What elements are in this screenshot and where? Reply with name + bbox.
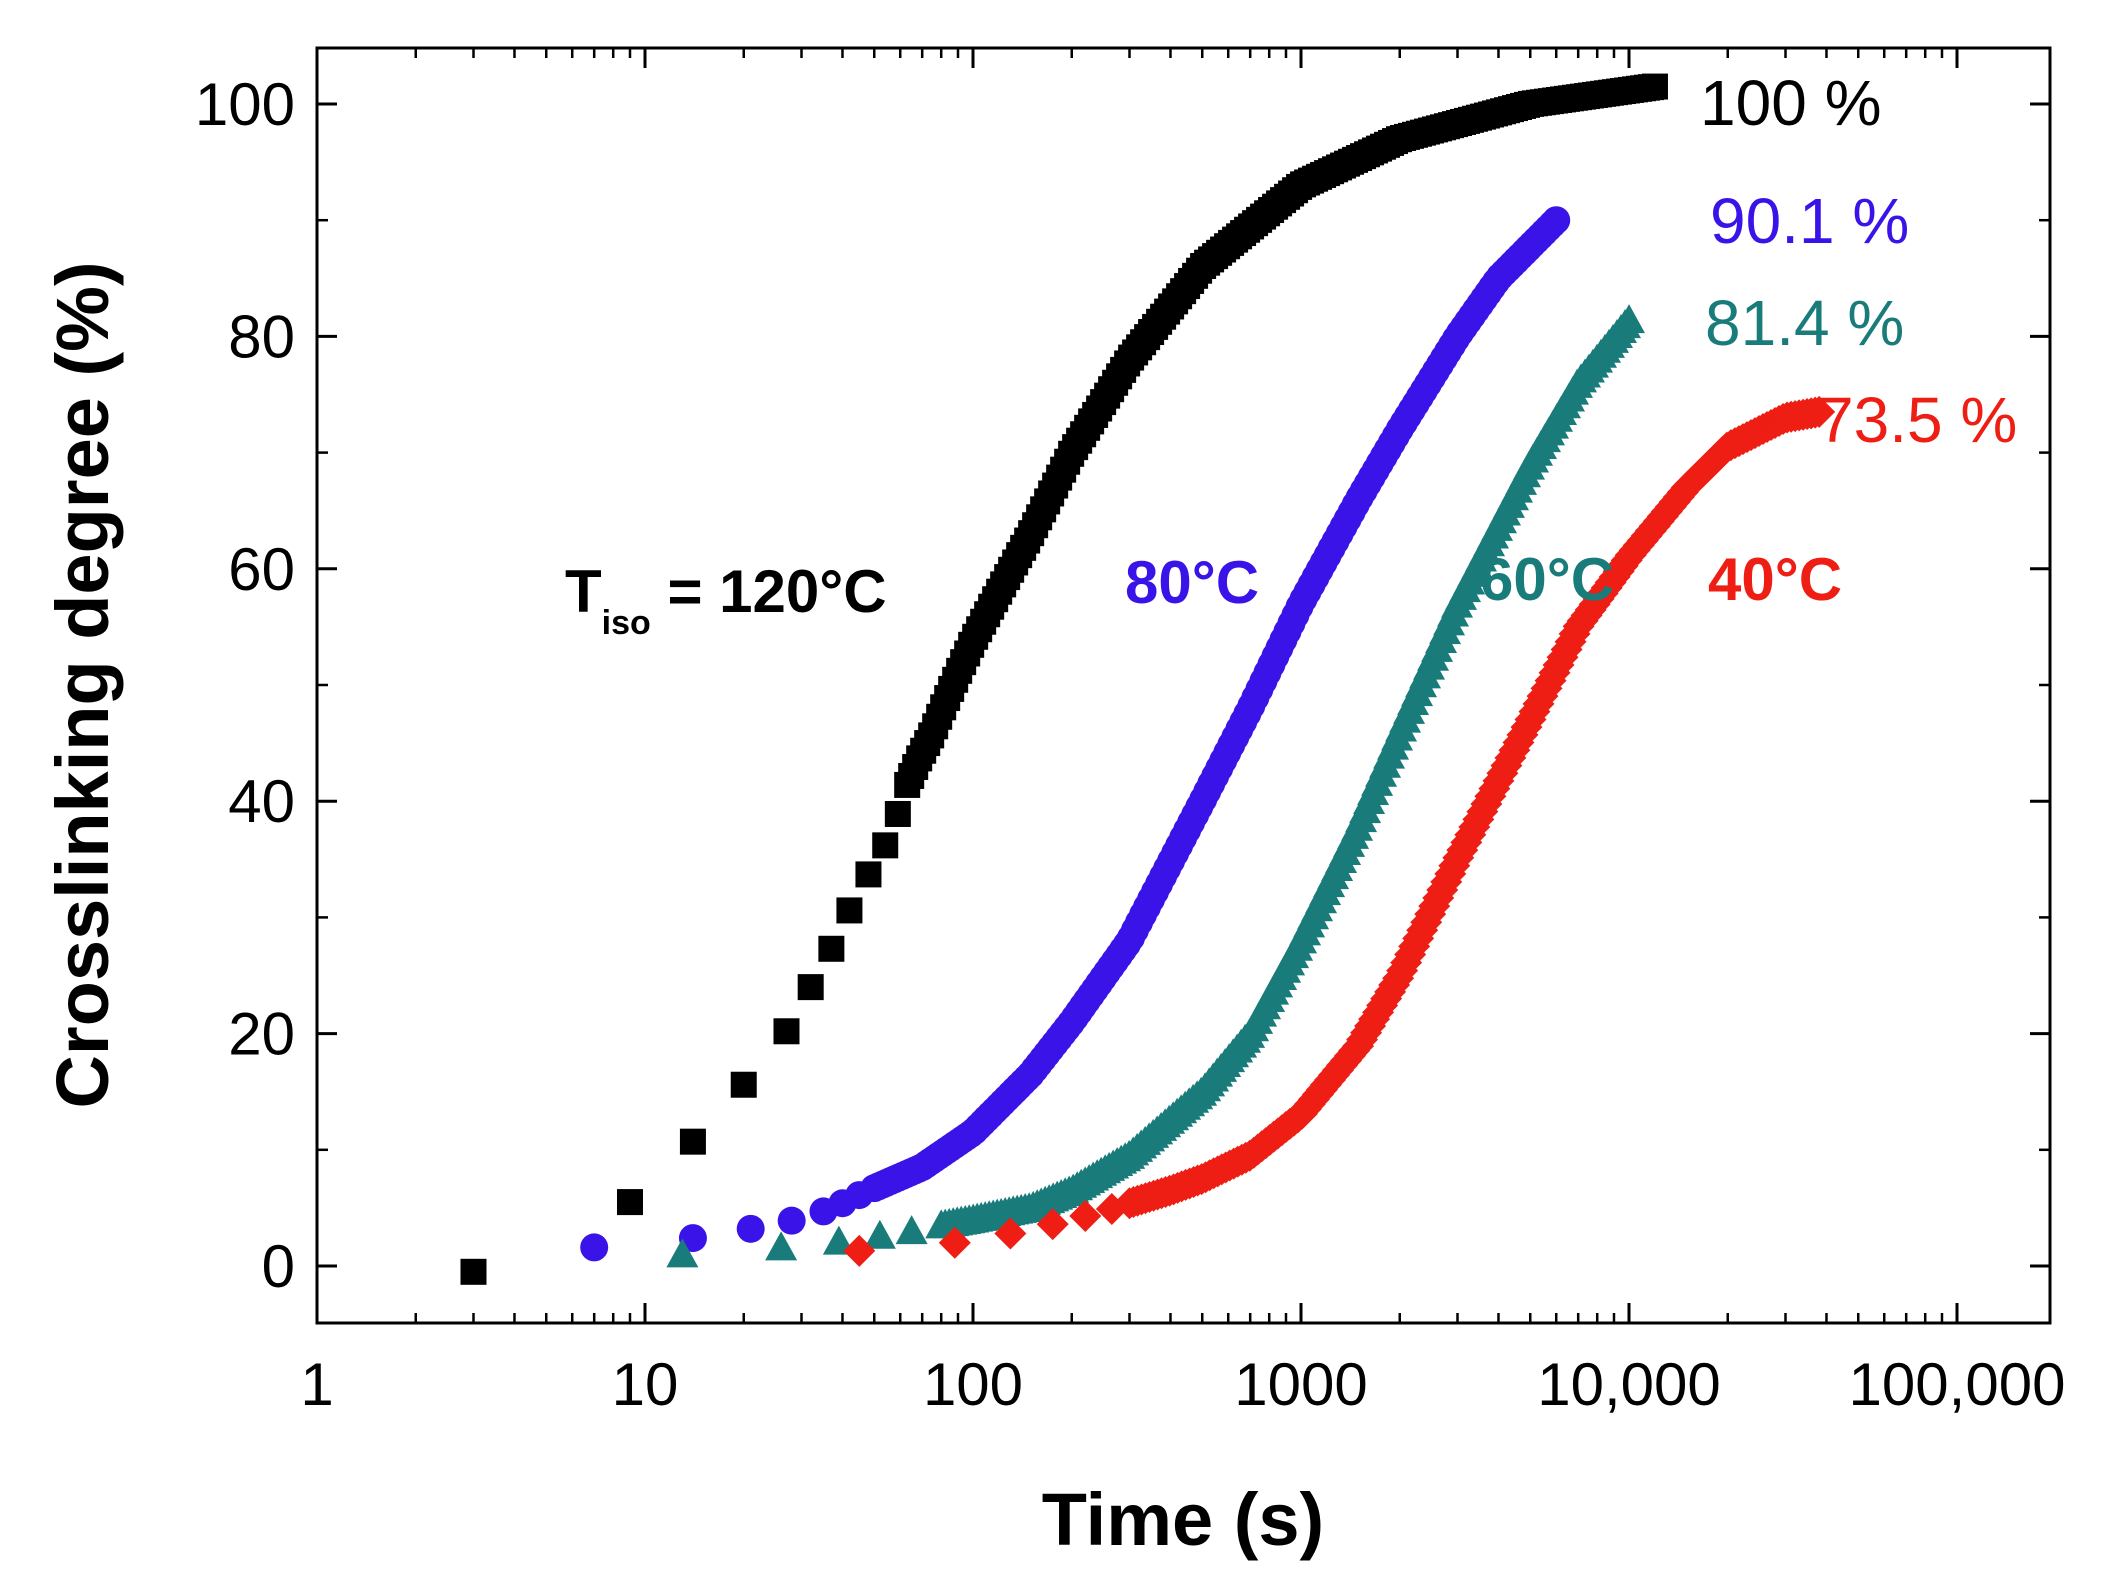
y-tick-label: 100 <box>195 71 295 138</box>
series-120c-point <box>872 832 899 859</box>
series-60c-point <box>1613 304 1645 334</box>
series-120c-point <box>730 1071 757 1098</box>
x-tick-label: 100 <box>923 1351 1023 1418</box>
y-tick-label: 80 <box>228 303 295 370</box>
x-tick-label: 10 <box>612 1351 679 1418</box>
series-60c-point <box>765 1231 798 1261</box>
series-label: 60°C <box>1480 546 1614 613</box>
y-tick-label: 40 <box>228 768 295 835</box>
y-axis-title: Crosslinking degree (%) <box>41 261 124 1108</box>
series-label-rest: = 120°C <box>651 558 887 625</box>
series-120c-point <box>836 897 863 924</box>
series-120c-point <box>797 974 824 1001</box>
y-tick-label: 20 <box>228 1001 295 1068</box>
series-40c-point <box>1036 1208 1069 1241</box>
series-120c-point <box>884 800 911 827</box>
x-tick-label: 1000 <box>1234 1351 1367 1418</box>
data-marks <box>460 73 1836 1285</box>
series-label: 80°C <box>1125 549 1259 616</box>
series-40c-point <box>994 1217 1027 1250</box>
final-value-label: 81.4 % <box>1705 287 1904 359</box>
final-value-label: 90.1 % <box>1710 185 1909 257</box>
x-tick-label: 1 <box>300 1351 333 1418</box>
series-60c-point <box>863 1219 896 1249</box>
series-80c-point <box>580 1233 609 1262</box>
series-120c-point <box>818 935 845 962</box>
series-40c-point <box>938 1226 971 1259</box>
series-60c-point <box>666 1238 699 1268</box>
series-120c-point <box>855 861 882 888</box>
series-label: 40°C <box>1708 546 1842 613</box>
x-tick-label: 100,000 <box>1849 1351 2066 1418</box>
series-120c-point <box>460 1258 487 1285</box>
series-80c-point <box>1542 206 1571 235</box>
series-120c-point <box>773 1018 800 1045</box>
series-40c-point <box>843 1234 876 1267</box>
series-120c-point <box>616 1189 643 1216</box>
series-120c-point <box>679 1128 706 1155</box>
y-tick-label: 60 <box>228 536 295 603</box>
series-120c-point <box>1641 73 1668 100</box>
tick-labels: 1 10 100 1000 10,000 100,000 0 20 40 60 80 100 <box>195 71 2066 1418</box>
final-value-label: 100 % <box>1700 67 1881 139</box>
series-80c-point <box>777 1206 806 1235</box>
axis-ticks <box>315 48 2050 1323</box>
final-value-label: 73.5 % <box>1818 384 2017 456</box>
series-60c-point <box>895 1215 928 1245</box>
y-tick-label: 0 <box>262 1233 295 1300</box>
series-label-subscript: iso <box>602 604 651 642</box>
x-axis-title: Time (s) <box>1042 1478 1324 1561</box>
plot-frame <box>315 46 2052 1325</box>
series-40c-point <box>1803 395 1836 428</box>
x-tick-label: 10,000 <box>1537 1351 1721 1418</box>
series-80c-point <box>736 1214 765 1243</box>
series-40c-point <box>1069 1200 1102 1233</box>
